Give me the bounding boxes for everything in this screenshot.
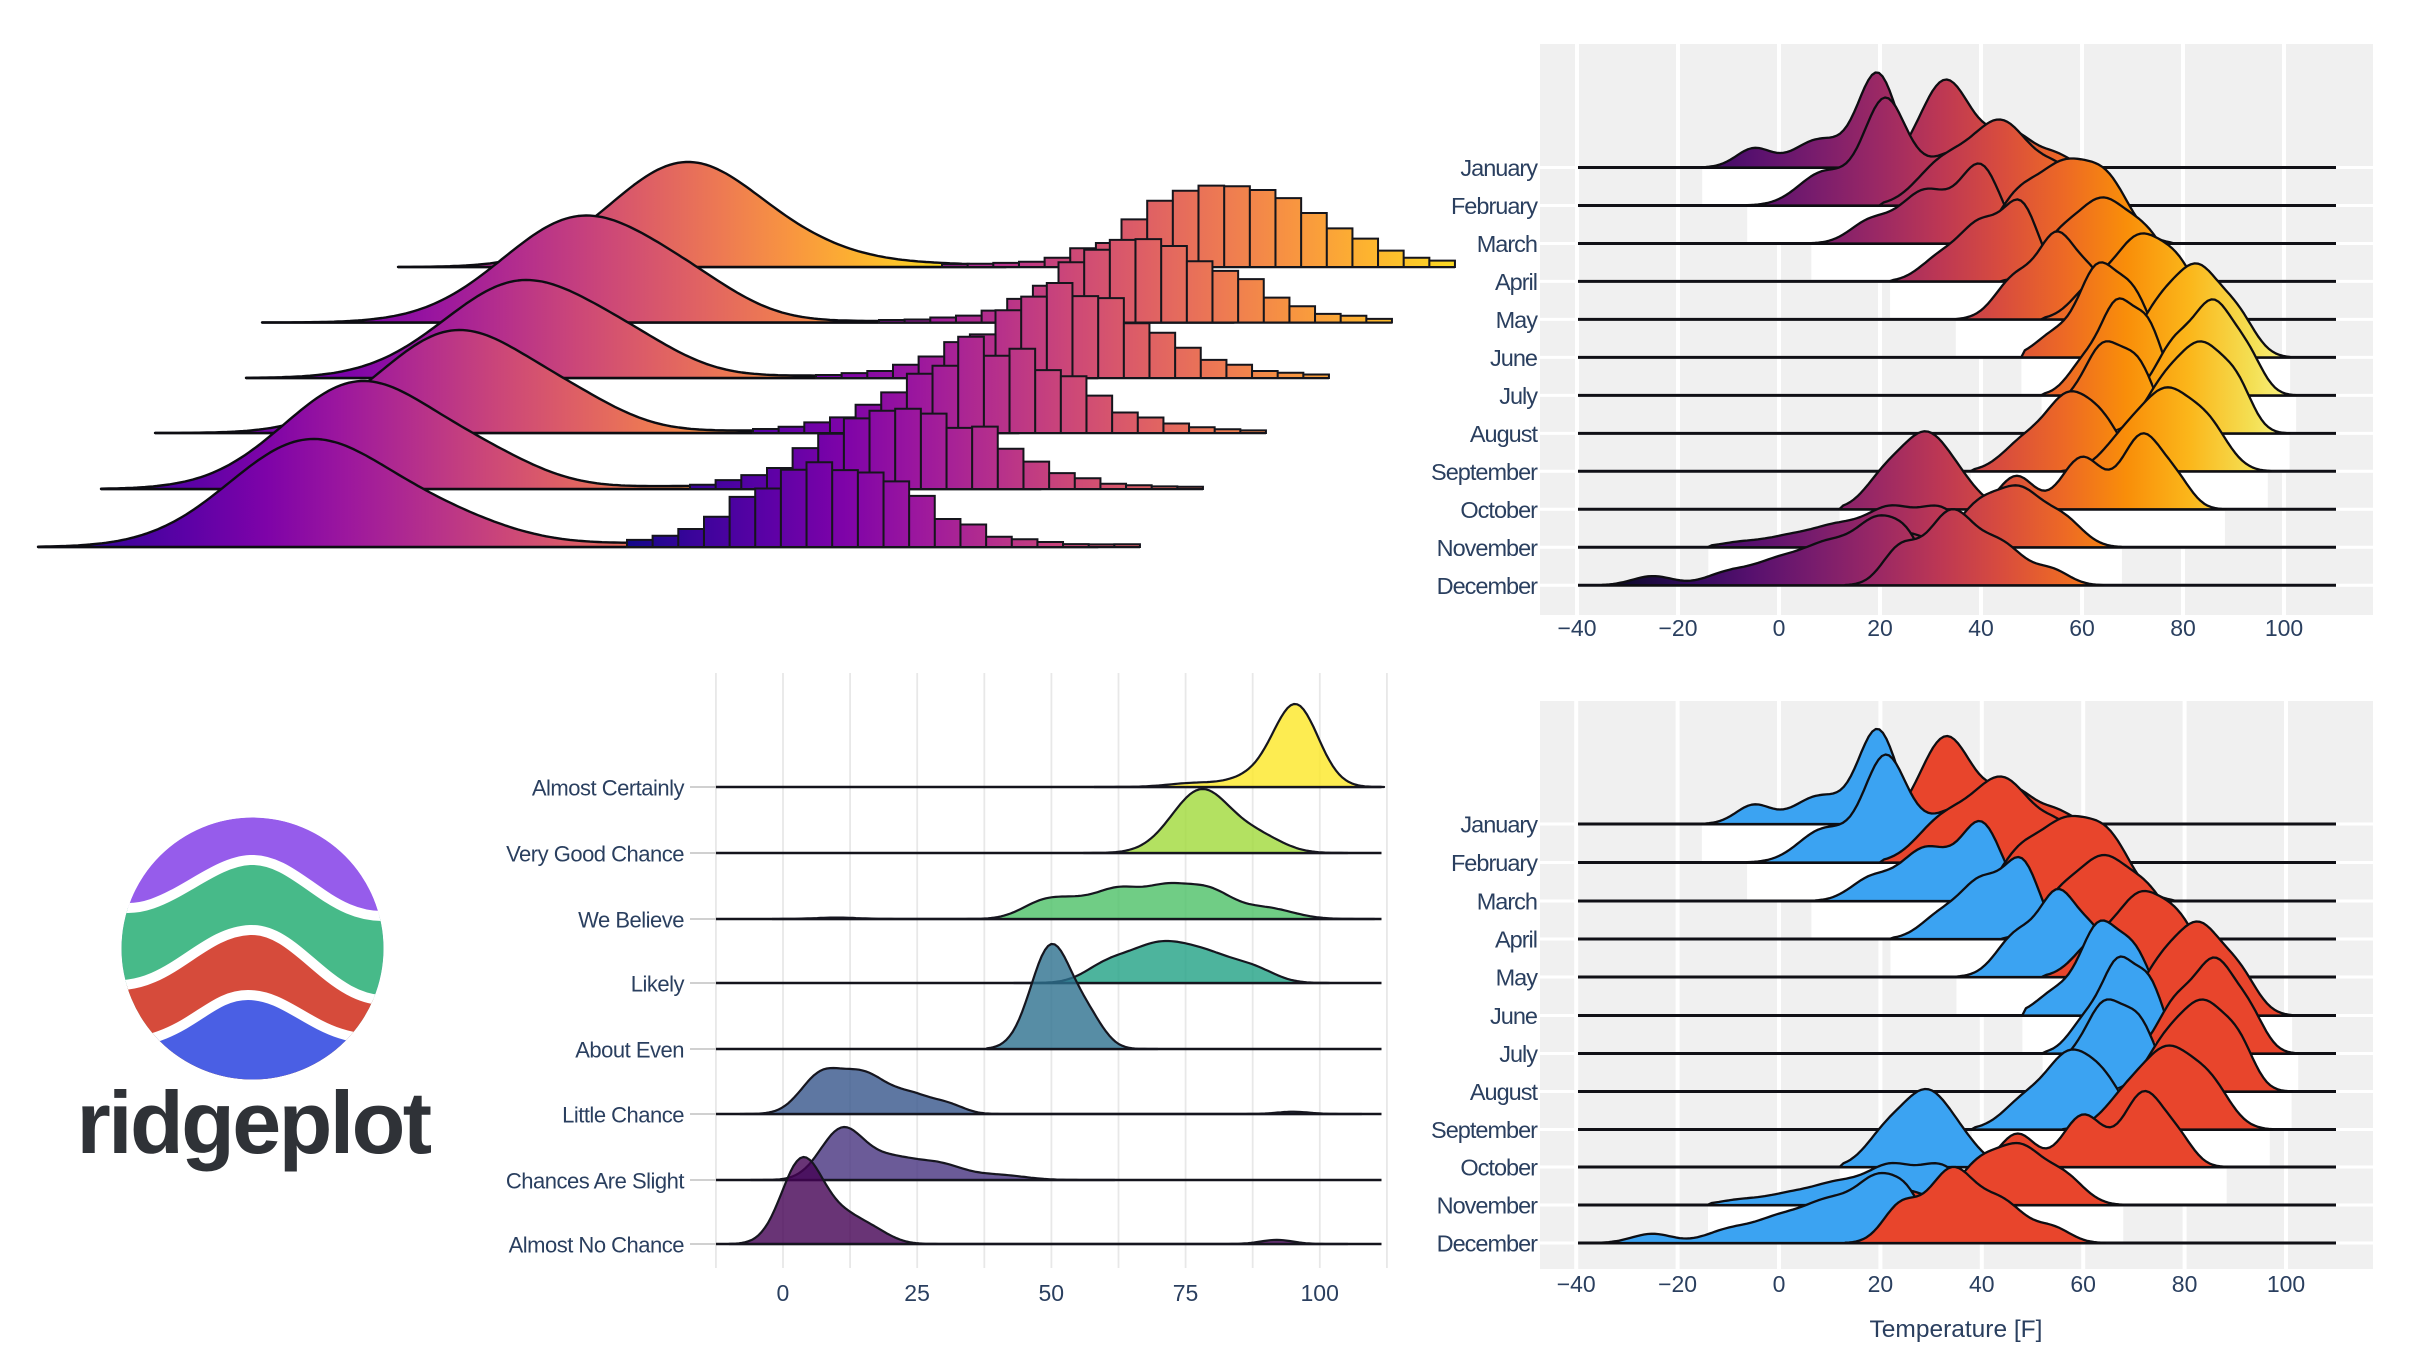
svg-text:October: October bbox=[1460, 497, 1538, 523]
svg-text:July: July bbox=[1499, 1041, 1538, 1067]
svg-text:60: 60 bbox=[2069, 615, 2095, 641]
svg-text:Likely: Likely bbox=[631, 972, 685, 997]
svg-text:March: March bbox=[1477, 231, 1537, 257]
svg-text:May: May bbox=[1496, 307, 1539, 333]
svg-text:June: June bbox=[1490, 1003, 1538, 1029]
svg-text:75: 75 bbox=[1173, 1280, 1199, 1306]
svg-text:August: August bbox=[1470, 421, 1539, 447]
svg-text:We Believe: We Believe bbox=[578, 908, 684, 933]
svg-text:June: June bbox=[1490, 345, 1538, 371]
svg-text:May: May bbox=[1496, 965, 1539, 991]
svg-text:March: March bbox=[1477, 889, 1537, 915]
svg-text:February: February bbox=[1451, 193, 1538, 219]
svg-text:0: 0 bbox=[777, 1280, 790, 1306]
svg-text:Almost Certainly: Almost Certainly bbox=[532, 776, 685, 801]
svg-text:December: December bbox=[1437, 1231, 1539, 1257]
svg-text:April: April bbox=[1495, 927, 1537, 953]
svg-text:80: 80 bbox=[2172, 1271, 2198, 1297]
svg-text:Almost No Chance: Almost No Chance bbox=[509, 1233, 685, 1258]
svg-text:April: April bbox=[1495, 269, 1537, 295]
svg-text:Very Good Chance: Very Good Chance bbox=[506, 842, 684, 867]
svg-text:November: November bbox=[1437, 535, 1539, 561]
svg-text:December: December bbox=[1437, 573, 1539, 599]
svg-text:−20: −20 bbox=[1658, 1271, 1697, 1297]
svg-text:0: 0 bbox=[1773, 1271, 1786, 1297]
svg-text:20: 20 bbox=[1868, 1271, 1894, 1297]
svg-text:20: 20 bbox=[1867, 615, 1893, 641]
svg-text:ridgeplot: ridgeplot bbox=[76, 1073, 431, 1172]
svg-text:About Even: About Even bbox=[575, 1038, 684, 1063]
svg-text:October: October bbox=[1460, 1155, 1538, 1181]
svg-text:100: 100 bbox=[1301, 1280, 1339, 1306]
svg-text:September: September bbox=[1431, 459, 1538, 485]
svg-text:February: February bbox=[1451, 850, 1538, 876]
svg-text:60: 60 bbox=[2070, 1271, 2096, 1297]
svg-text:January: January bbox=[1460, 812, 1538, 838]
svg-text:−40: −40 bbox=[1557, 615, 1596, 641]
svg-text:November: November bbox=[1437, 1193, 1539, 1219]
svg-text:Temperature [F]: Temperature [F] bbox=[1870, 1316, 2043, 1343]
svg-text:80: 80 bbox=[2170, 615, 2196, 641]
svg-text:40: 40 bbox=[1968, 615, 1994, 641]
svg-text:0: 0 bbox=[1773, 615, 1786, 641]
svg-text:100: 100 bbox=[2267, 1271, 2305, 1297]
svg-text:July: July bbox=[1499, 383, 1538, 409]
svg-text:100: 100 bbox=[2265, 615, 2303, 641]
svg-text:−20: −20 bbox=[1658, 615, 1697, 641]
svg-text:Chances Are Slight: Chances Are Slight bbox=[506, 1169, 684, 1194]
svg-text:50: 50 bbox=[1039, 1280, 1065, 1306]
svg-text:Little Chance: Little Chance bbox=[562, 1103, 684, 1128]
svg-text:September: September bbox=[1431, 1117, 1538, 1143]
svg-text:January: January bbox=[1460, 155, 1538, 181]
svg-text:40: 40 bbox=[1969, 1271, 1995, 1297]
svg-text:August: August bbox=[1470, 1079, 1539, 1105]
svg-text:−40: −40 bbox=[1557, 1271, 1596, 1297]
svg-text:25: 25 bbox=[904, 1280, 930, 1306]
